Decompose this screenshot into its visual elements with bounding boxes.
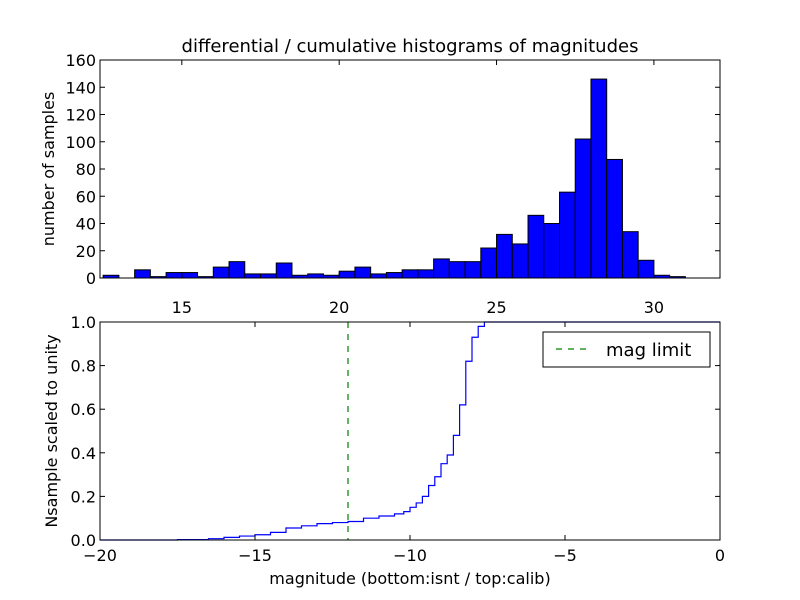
histogram-y-ticks: 0 20 40 60 80 100 120 140 160	[65, 51, 720, 288]
histogram-y-tick-label: 140	[65, 78, 96, 97]
histogram-x-tick-label: 25	[486, 298, 506, 317]
cumulative-x-tick-label: −15	[238, 546, 272, 565]
histogram-bar	[621, 231, 639, 279]
cumulative-y-tick-label: 0.4	[71, 444, 96, 463]
histogram-bar	[574, 138, 592, 279]
histogram-bar	[464, 261, 482, 279]
cumulative-x-ticks: −20 −15 −10 −5 0	[83, 322, 725, 565]
cumulative-y-label: Nsample scaled to unity	[42, 334, 61, 527]
histogram-title: differential / cumulative histograms of …	[182, 36, 639, 57]
histogram-bar	[212, 266, 230, 279]
histogram-y-tick-label: 20	[76, 242, 96, 261]
cumulative-y-tick-label: 0.0	[71, 531, 96, 550]
cumulative-panel: −20 −15 −10 −5 0 0.0 0.2 0.4 0.6 0.8 1.0 Nsample …	[42, 313, 725, 588]
histogram-bar	[527, 214, 545, 279]
histogram-bar	[590, 78, 608, 279]
cumulative-x-tick-label: −5	[553, 546, 577, 565]
histogram-bar	[165, 272, 183, 279]
histogram-bar	[275, 262, 293, 279]
histogram-bar	[558, 191, 576, 279]
histogram-bar	[511, 243, 529, 279]
legend: mag limit	[542, 331, 711, 368]
histogram-bars	[102, 78, 686, 279]
cumulative-x-label: magnitude (bottom:isnt / top:calib)	[269, 569, 550, 588]
histogram-bar	[228, 261, 246, 279]
cumulative-x-tick-label: −10	[393, 546, 427, 565]
cumulative-y-tick-label: 0.2	[71, 487, 96, 506]
histogram-bar	[637, 259, 655, 279]
histogram-bar	[181, 272, 199, 279]
histogram-x-ticks: 15 20 25 30	[172, 60, 664, 317]
histogram-panel: differential / cumulative histograms of …	[39, 36, 721, 317]
histogram-y-tick-label: 60	[76, 187, 96, 206]
histogram-bar	[448, 261, 466, 279]
legend-mag-limit-label: mag limit	[606, 340, 691, 361]
histogram-bar	[496, 233, 513, 279]
histogram-bar	[134, 269, 151, 279]
histogram-bar	[401, 269, 419, 279]
cumulative-y-tick-label: 0.8	[71, 357, 96, 376]
histogram-bar	[338, 270, 356, 279]
histogram-bar	[354, 266, 372, 279]
histogram-x-tick-label: 15	[172, 298, 192, 317]
cumulative-y-tick-label: 0.6	[71, 400, 96, 419]
cumulative-x-tick-label: −20	[83, 546, 117, 565]
histogram-bar	[307, 273, 324, 279]
histogram-bar	[417, 269, 435, 279]
histogram-x-tick-label: 20	[329, 298, 349, 317]
cumulative-x-tick-label: 0	[715, 546, 725, 565]
histogram-bar	[244, 273, 262, 279]
histogram-y-tick-label: 160	[65, 51, 96, 70]
cumulative-axes-frame	[99, 321, 721, 541]
histogram-y-tick-label: 80	[76, 160, 96, 179]
histogram-bar	[260, 273, 277, 279]
histogram-y-label: number of samples	[39, 92, 58, 247]
histogram-axes-frame	[99, 59, 721, 279]
cumulative-y-tick-label: 1.0	[71, 313, 96, 332]
histogram-bar	[433, 258, 450, 279]
histogram-bar	[385, 272, 403, 279]
histogram-y-tick-label: 0	[86, 269, 96, 288]
histogram-x-tick-label: 30	[644, 298, 664, 317]
histogram-y-tick-label: 120	[65, 106, 96, 125]
histogram-bar	[606, 158, 623, 279]
legend-box	[542, 331, 711, 368]
histogram-y-tick-label: 40	[76, 215, 96, 234]
histogram-bar	[370, 273, 387, 279]
cumulative-y-ticks: 0.0 0.2 0.4 0.6 0.8 1.0	[71, 313, 720, 550]
histogram-bar	[480, 247, 498, 279]
histogram-y-tick-label: 100	[65, 133, 96, 152]
histogram-bar	[543, 223, 560, 279]
